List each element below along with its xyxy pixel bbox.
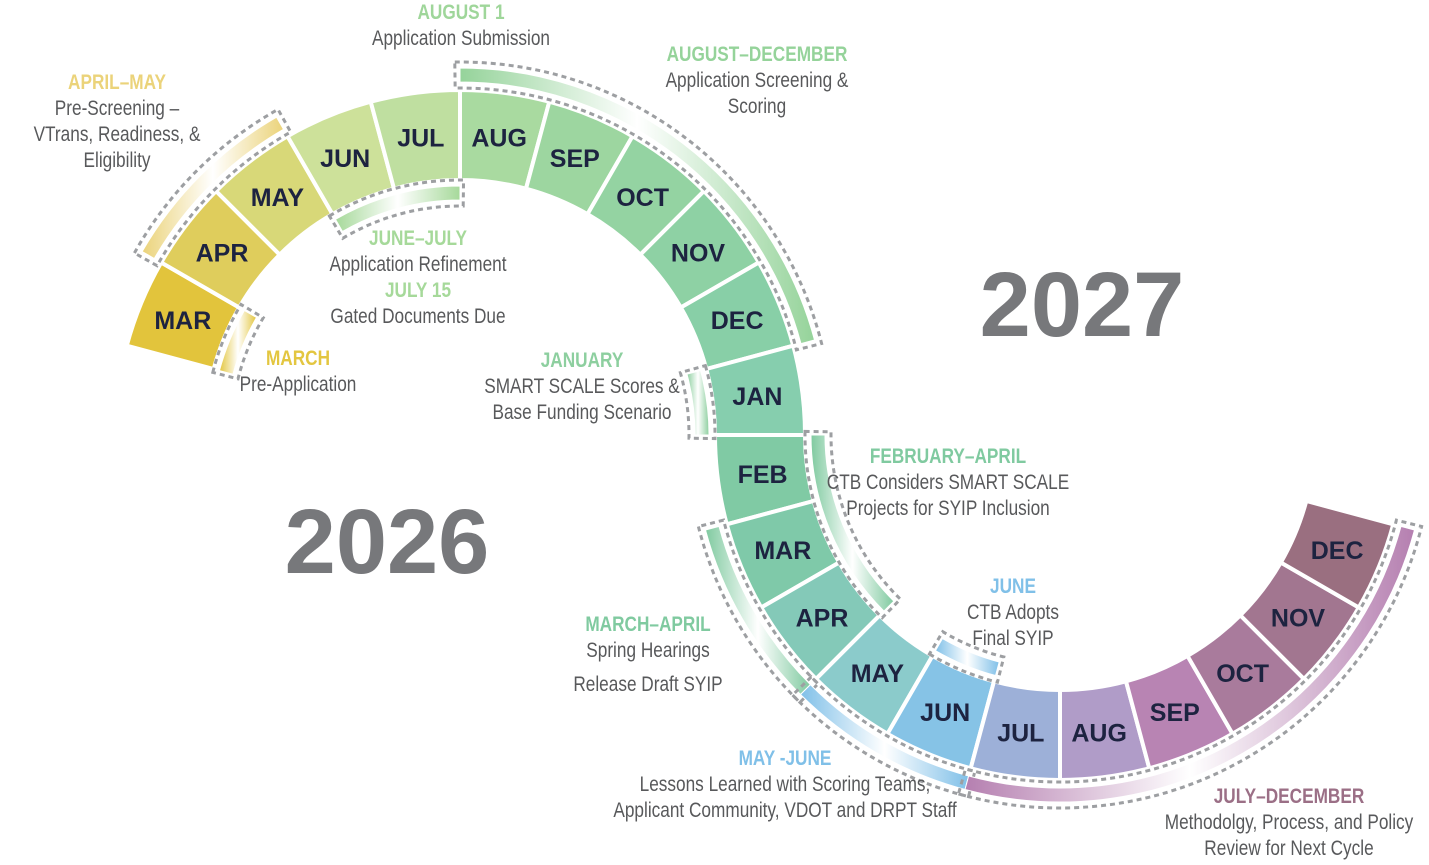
phase-title: AUGUST–DECEMBER <box>666 43 848 66</box>
month-label-aug-2027: AUG <box>1071 719 1127 747</box>
phase-description: Eligibility <box>83 149 151 172</box>
phase-label-march: MARCH Pre-Application <box>240 346 357 398</box>
month-label-jul-2026: JUL <box>397 125 444 153</box>
phase-description: SMART SCALE Scores & <box>484 375 680 398</box>
month-label-mar-2027: MAR <box>754 537 811 565</box>
month-label-apr-2027: APR <box>796 605 849 633</box>
phase-description: Pre-Application <box>239 373 357 396</box>
phase-title: JANUARY <box>540 349 624 372</box>
phase-description: Application Submission <box>371 27 551 50</box>
phase-band-april-may <box>141 116 285 260</box>
phase-label-june-july: JUNE–JULY Application Refinement <box>329 226 506 278</box>
phase-label-august-1: AUGUST 1 Application Submission <box>372 0 550 52</box>
phase-description: Methodolgy, Process, and Policy <box>1164 811 1414 834</box>
phase-outline-january <box>678 363 717 441</box>
phase-label-february-april: FEBRUARY–APRIL CTB Considers SMART SCALE P… <box>827 444 1069 522</box>
month-label-dec-2026: DEC <box>711 307 764 335</box>
month-label-dec-2027: DEC <box>1311 537 1364 565</box>
phase-description: CTB Adopts <box>967 601 1059 624</box>
phase-band-june-july <box>334 185 461 233</box>
month-label-oct-2026: OCT <box>616 184 669 212</box>
phase-outline-june <box>927 629 1006 685</box>
month-label-jul-2027: JUL <box>997 719 1044 747</box>
month-label-jun-2027: JUN <box>920 699 970 727</box>
year-2027-label: 2027 <box>979 254 1185 356</box>
month-label-apr-2026: APR <box>196 239 249 267</box>
phase-title: APRIL–MAY <box>68 71 166 94</box>
phase-label-august-december: AUGUST–DECEMBER Application Screening & Sc… <box>666 42 849 120</box>
month-label-aug-2026: AUG <box>471 125 527 153</box>
phase-outline-april-may <box>132 107 293 268</box>
phase-description: Base Funding Scenario <box>492 401 672 424</box>
month-label-oct-2027: OCT <box>1216 660 1269 688</box>
phase-description: VTrans, Readiness, & <box>33 123 201 146</box>
phase-description: Projects for SYIP Inclusion <box>846 497 1050 520</box>
phase-description: Final SYIP <box>972 627 1054 650</box>
month-label-may-2027: MAY <box>851 660 905 688</box>
phase-description: Review for Next Cycle <box>1204 837 1374 860</box>
phase-outline-july-december <box>956 518 1424 810</box>
month-label-jun-2026: JUN <box>320 145 370 173</box>
phase-title: FEBRUARY–APRIL <box>869 445 1027 468</box>
phase-label-july-15: JULY 15 Gated Documents Due <box>330 278 505 330</box>
phase-outline-march-april <box>696 518 821 705</box>
phase-title: MARCH <box>265 347 331 370</box>
phase-band-march <box>218 309 258 375</box>
phase-label-july-december: JULY–DECEMBER Methodolgy, Process, and Po… <box>1165 784 1414 862</box>
phase-outline-february-april <box>803 429 903 620</box>
phase-outline-august-december <box>453 60 824 352</box>
phase-description: Spring Hearings <box>586 639 710 662</box>
month-label-sep-2026: SEP <box>550 145 600 173</box>
phase-title: JULY–DECEMBER <box>1213 785 1365 808</box>
month-label-sep-2027: SEP <box>1150 699 1200 727</box>
month-label-may-2026: MAY <box>251 184 305 212</box>
phase-description: Pre-Screening – <box>54 97 180 120</box>
phase-outline-june-july <box>327 178 466 241</box>
phase-outline-march <box>210 302 266 381</box>
phase-band-july-december <box>964 525 1416 803</box>
month-label-jan-2027: JAN <box>732 383 782 411</box>
phase-description: Release Draft SYIP <box>573 673 723 696</box>
month-label-nov-2027: NOV <box>1271 605 1326 633</box>
month-segment-dec-2027 <box>1278 498 1396 611</box>
phase-description: Application Refinement <box>329 253 507 276</box>
month-label-nov-2026: NOV <box>671 239 726 267</box>
phase-title: MARCH–APRIL <box>585 613 711 636</box>
phase-title: JUNE–JULY <box>369 227 467 250</box>
phase-label-may-june: MAY -JUNE Lessons Learned with Scoring Te… <box>613 746 956 824</box>
phase-outline-may-june <box>790 674 977 799</box>
phase-description: Gated Documents Due <box>330 305 506 328</box>
phase-description: CTB Considers SMART SCALE <box>826 471 1070 494</box>
phase-band-february-april <box>810 434 895 612</box>
phase-band-june <box>934 637 1000 677</box>
phase-description: Scoring <box>727 95 787 118</box>
phase-title: MAY -JUNE <box>738 747 832 770</box>
phase-description: Applicant Community, VDOT and DRPT Staff <box>613 799 957 822</box>
phase-title: JULY 15 <box>384 279 452 302</box>
year-2026-label: 2026 <box>284 491 490 593</box>
phase-band-august-december <box>459 67 816 345</box>
month-label-feb-2027: FEB <box>738 461 788 489</box>
phase-label-march-april: MARCH–APRIL Spring Hearings Release Draft … <box>573 612 722 698</box>
phase-title: AUGUST 1 <box>417 1 505 24</box>
phase-title: JUNE <box>990 575 1036 598</box>
phase-band-january <box>686 369 710 436</box>
phase-label-june: JUNE CTB Adopts Final SYIP <box>967 574 1059 652</box>
phase-label-january: JANUARY SMART SCALE Scores & Base Funding … <box>484 348 680 426</box>
month-label-mar-2026: MAR <box>154 307 211 335</box>
phase-description: Application Screening & <box>665 69 849 92</box>
phase-description: Lessons Learned with Scoring Teams, <box>639 773 931 796</box>
phase-label-april-may: APRIL–MAY Pre-Screening – VTrans, Readines… <box>34 70 201 174</box>
